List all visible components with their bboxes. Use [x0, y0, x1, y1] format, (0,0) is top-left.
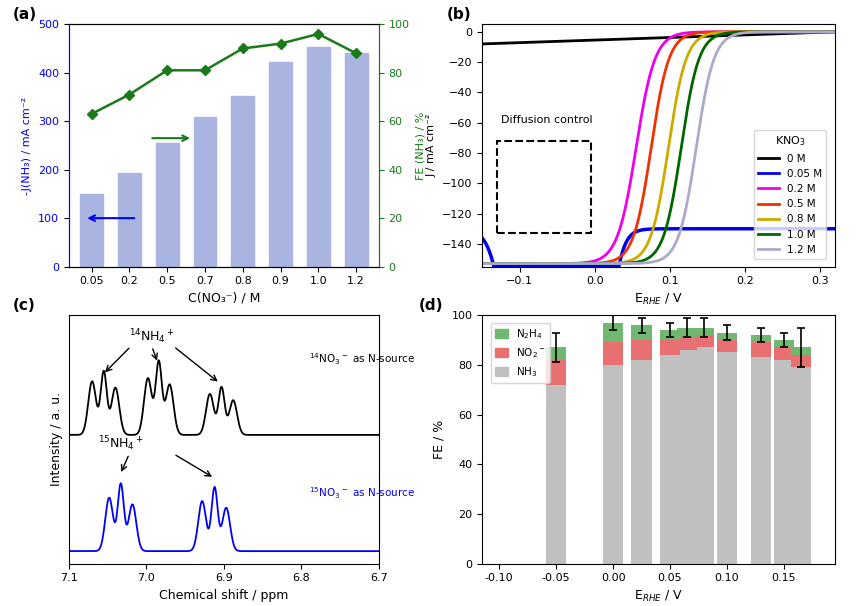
Bar [790, 347, 811, 355]
Text: (a): (a) [13, 7, 37, 22]
Bar [774, 340, 794, 347]
Text: $^{15}$NO$_3$$^-$ as N-source: $^{15}$NO$_3$$^-$ as N-source [309, 485, 415, 501]
Bar [694, 335, 715, 347]
Bar [118, 173, 140, 267]
Y-axis label: FE (NH₃) / %: FE (NH₃) / % [415, 112, 425, 179]
Bar [603, 342, 623, 365]
X-axis label: C(NO₃⁻) / M: C(NO₃⁻) / M [188, 292, 260, 305]
Bar [751, 342, 771, 358]
Bar [677, 327, 697, 338]
Bar [774, 347, 794, 360]
Bar [716, 333, 737, 340]
Text: (d): (d) [418, 298, 443, 313]
Bar [790, 355, 811, 367]
Text: $^{15}$NH$_4$$^+$: $^{15}$NH$_4$$^+$ [98, 435, 144, 453]
Bar [80, 194, 103, 267]
Bar [677, 338, 697, 350]
Y-axis label: -J(NH₃) / mA cm⁻²: -J(NH₃) / mA cm⁻² [22, 96, 33, 195]
Bar [546, 360, 567, 385]
Bar [716, 340, 737, 353]
Text: $^{14}$NH$_4$$^+$: $^{14}$NH$_4$$^+$ [129, 327, 175, 346]
X-axis label: E$_{RHE}$ / V: E$_{RHE}$ / V [634, 589, 684, 604]
X-axis label: Chemical shift / ppm: Chemical shift / ppm [159, 589, 288, 602]
Y-axis label: Intensity / a. u.: Intensity / a. u. [50, 392, 64, 487]
Bar [660, 355, 680, 564]
Bar [603, 365, 623, 564]
Bar [269, 62, 292, 267]
Bar [790, 367, 811, 564]
Bar [546, 385, 567, 564]
Text: (c): (c) [13, 298, 36, 313]
Bar [603, 322, 623, 342]
Bar [660, 340, 680, 355]
Bar [307, 47, 330, 267]
Bar [631, 340, 652, 360]
X-axis label: E$_{RHE}$ / V: E$_{RHE}$ / V [634, 292, 684, 307]
Bar [660, 330, 680, 340]
Bar [497, 141, 591, 233]
Bar [194, 118, 216, 267]
Legend: N$_2$H$_4$, NO$_2$$^-$, NH$_3$: N$_2$H$_4$, NO$_2$$^-$, NH$_3$ [491, 323, 550, 383]
Bar [156, 143, 178, 267]
Bar [716, 353, 737, 564]
Bar [751, 335, 771, 342]
Text: $^{14}$NO$_3$$^-$ as N-source: $^{14}$NO$_3$$^-$ as N-source [309, 351, 415, 367]
Bar [232, 96, 254, 267]
Text: (b): (b) [447, 7, 472, 22]
Bar [546, 347, 567, 360]
Bar [751, 358, 771, 564]
Y-axis label: FE / %: FE / % [433, 420, 446, 459]
Bar [344, 53, 368, 267]
Bar [631, 325, 652, 340]
Legend: 0 M, 0.05 M, 0.2 M, 0.5 M, 0.8 M, 1.0 M, 1.2 M: 0 M, 0.05 M, 0.2 M, 0.5 M, 0.8 M, 1.0 M,… [754, 130, 827, 259]
Bar [677, 350, 697, 564]
Bar [631, 360, 652, 564]
Text: Diffusion control: Diffusion control [501, 115, 592, 125]
Y-axis label: J / mA cm⁻²: J / mA cm⁻² [426, 114, 437, 177]
Bar [694, 347, 715, 564]
Bar [694, 327, 715, 335]
Bar [774, 360, 794, 564]
